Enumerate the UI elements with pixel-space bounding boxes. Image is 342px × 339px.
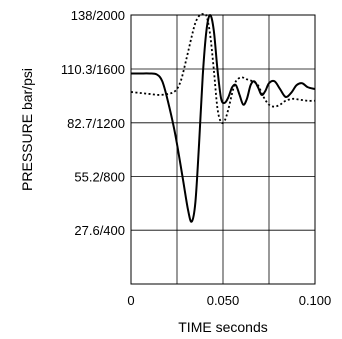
x-tick-label: 0.050	[207, 293, 240, 308]
y-tick-labels: 27.6/400 55.2/800 82.7/1200 110.3/1600 138/2…	[61, 8, 125, 238]
x-tick-labels: 0 0.050 0.100	[127, 293, 331, 308]
y-tick-label: 82.7/1200	[67, 116, 125, 131]
grid-lines	[131, 15, 315, 284]
series-line-solid	[131, 14, 315, 223]
plot-frame	[130, 14, 316, 285]
y-tick-label: 138/2000	[71, 8, 125, 23]
series-line-dotted	[131, 12, 315, 124]
y-tick-label: 110.3/1600	[61, 62, 125, 77]
y-tick-label: 55.2/800	[74, 169, 125, 184]
y-axis-label: PRESSURE bar/psi	[19, 68, 35, 191]
x-axis-label: TIME seconds	[178, 319, 267, 335]
x-tick-label: 0.100	[299, 293, 332, 308]
x-tick-label: 0	[127, 293, 134, 308]
y-tick-label: 27.6/400	[74, 223, 125, 238]
plot-lines	[131, 12, 315, 223]
